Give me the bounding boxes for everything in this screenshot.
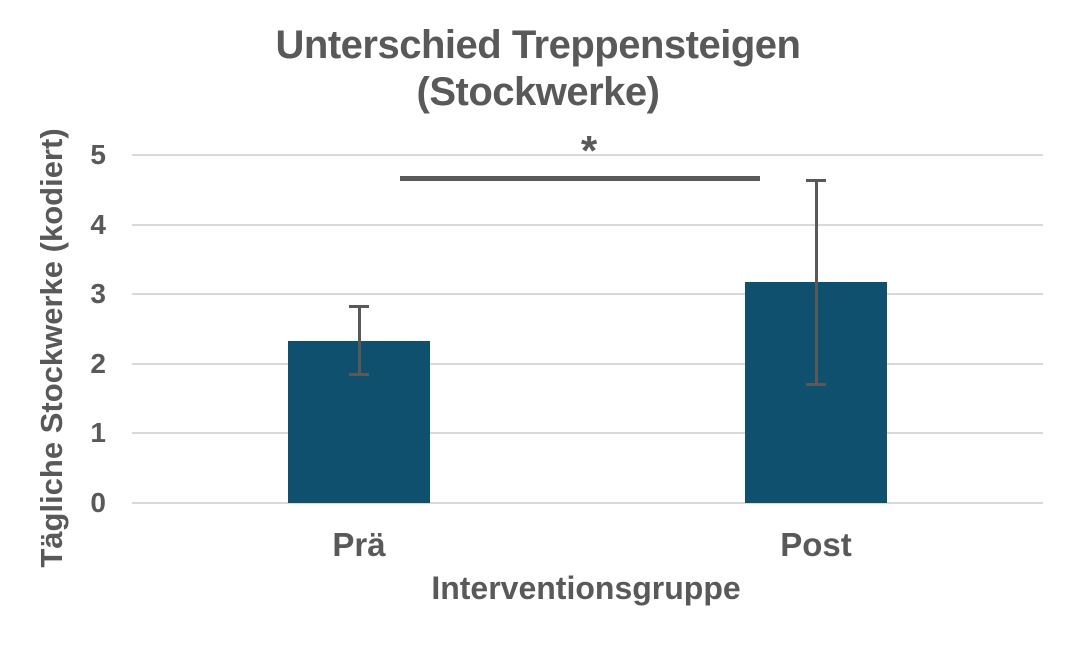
error-bar-cap-top-prä <box>349 305 369 309</box>
x-category-label-prä: Prä <box>332 526 386 563</box>
gridline-y0 <box>132 502 1043 504</box>
gridline-y4 <box>132 223 1043 226</box>
significance-asterisk: * <box>580 127 598 174</box>
gridline-y2 <box>132 362 1043 365</box>
y-tick-label-3: 3 <box>90 278 106 310</box>
y-tick-label-0: 0 <box>90 487 106 518</box>
chart-title: Unterschied Treppensteigen (Stockwerke) <box>0 22 1076 116</box>
error-bar-cap-bottom-post <box>806 382 826 386</box>
gridline-y3 <box>132 293 1043 296</box>
error-bar-line-post <box>814 180 818 385</box>
gridline-y5 <box>132 154 1043 156</box>
y-tick-label-4: 4 <box>90 208 106 240</box>
error-bar-line-prä <box>357 306 361 375</box>
significance-line <box>400 175 760 181</box>
chart-title-line1: Unterschied Treppensteigen <box>275 23 801 67</box>
y-tick-label-1: 1 <box>90 417 106 449</box>
chart-title-line2: (Stockwerke) <box>416 70 660 114</box>
error-bar-cap-top-post <box>806 179 826 183</box>
x-category-label-post: Post <box>780 526 852 563</box>
y-tick-label-5: 5 <box>90 139 106 170</box>
error-bar-cap-bottom-prä <box>349 372 369 376</box>
gridline-y1 <box>132 432 1043 435</box>
x-axis-title: Interventionsgruppe <box>431 570 741 606</box>
y-tick-label-2: 2 <box>90 347 106 379</box>
